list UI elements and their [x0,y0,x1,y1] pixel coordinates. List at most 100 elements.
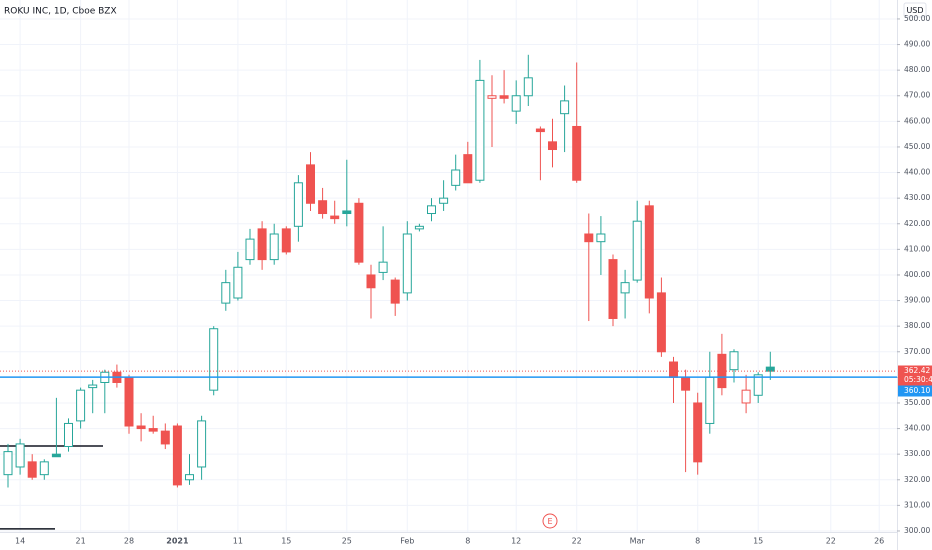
y-tick-label: 440.00 [904,168,930,177]
candle-body [548,141,557,151]
x-tick-label: 21 [76,537,86,546]
y-tick-label: 470.00 [904,91,930,100]
candle-body [414,225,424,230]
candle-body [729,351,739,371]
candle-body [366,274,376,289]
candle-body [463,154,473,184]
candle-body [354,202,364,263]
candle-body [487,95,497,99]
candle-body [717,353,727,389]
price-label-box [898,385,932,397]
price-label-box [898,365,932,386]
candle-body [318,200,328,215]
candle-body [160,430,170,445]
y-tick-label: 410.00 [904,244,930,253]
candle-body [402,233,412,294]
candle-body [535,128,545,133]
earnings-marker[interactable] [542,513,558,529]
x-tick-label: Mar [630,537,646,546]
y-tick-label: 460.00 [904,116,930,125]
candle-body [209,328,219,391]
price-label: 362.42 [904,366,930,375]
candle-body [560,100,570,115]
candle-body [681,376,691,391]
candle-body [15,443,25,468]
candle-body [439,197,449,204]
candle-body [342,210,352,215]
x-tick-label: Feb [400,537,414,546]
x-tick-label: 2021 [166,537,189,546]
candle-body [741,389,751,404]
y-tick-label: 320.00 [904,475,930,484]
candle-body [499,95,509,99]
candle-body [148,428,158,432]
y-tick-label: 310.00 [904,500,930,509]
x-tick-label: 8 [695,537,700,546]
plot [0,54,897,530]
candle-body [197,420,207,468]
candle-body [233,266,243,299]
candle-body [620,282,630,294]
y-tick-label: 430.00 [904,193,930,202]
x-tick-label: 14 [15,537,25,546]
x-tick-label: 28 [124,537,134,546]
candle-body [221,282,231,304]
candle-body [3,451,13,476]
candle-body [669,361,678,378]
candle-body [330,215,340,220]
y-tick-label: 480.00 [904,65,930,74]
candle-body [306,164,315,204]
currency-box [903,2,927,18]
y-tick-label: 490.00 [904,40,930,49]
x-tick-label: 11 [233,537,243,546]
chart-title: ROKU INC, 1D, Cboe BZX [4,7,117,17]
x-tick-label: 8 [465,537,470,546]
price-label: 360.10 [904,386,930,395]
candle-body [705,376,715,424]
candle-body [523,77,533,97]
candle-body [39,461,49,476]
y-tick-label: 350.00 [904,398,930,407]
candle-body [136,425,146,430]
candle-body [644,205,654,299]
y-tick-label: 370.00 [904,347,930,356]
candle-body [172,425,182,486]
candle-body [269,233,279,261]
candle-body [608,259,618,319]
x-tick-label: 15 [753,537,763,546]
candle-body [511,95,521,112]
x-tick-label: 12 [511,537,521,546]
y-tick-label: 450.00 [904,142,930,151]
candle-body [281,228,291,253]
candle-body [245,238,255,261]
candle-body [656,292,666,353]
candle-body [124,376,134,427]
x-tick-label: 25 [342,537,352,546]
candle-body [88,384,98,389]
candle-body [584,233,594,243]
candle-body [475,79,485,181]
candle-body [257,228,267,261]
y-tick-label: 340.00 [904,424,930,433]
x-tick-label: 15 [281,537,291,546]
y-tick-label: 400.00 [904,270,930,279]
candle-body [765,366,775,372]
candle-body [76,389,86,422]
candle-body [51,453,61,458]
candle-body [693,402,703,463]
candle-body [378,261,388,273]
earnings-label: E [547,517,552,526]
y-tick-label: 390.00 [904,296,930,305]
candle-body [427,205,436,215]
candle-body [64,422,73,447]
y-tick-label: 420.00 [904,219,930,228]
candle-body [632,220,642,281]
y-tick-label: 330.00 [904,449,930,458]
y-tick-label: 380.00 [904,321,930,330]
y-tick-label: 500.00 [904,14,930,23]
currency-label: USD [906,6,923,15]
grid [0,0,897,532]
candle-body [596,233,606,243]
x-tick-label: 26 [874,537,884,546]
